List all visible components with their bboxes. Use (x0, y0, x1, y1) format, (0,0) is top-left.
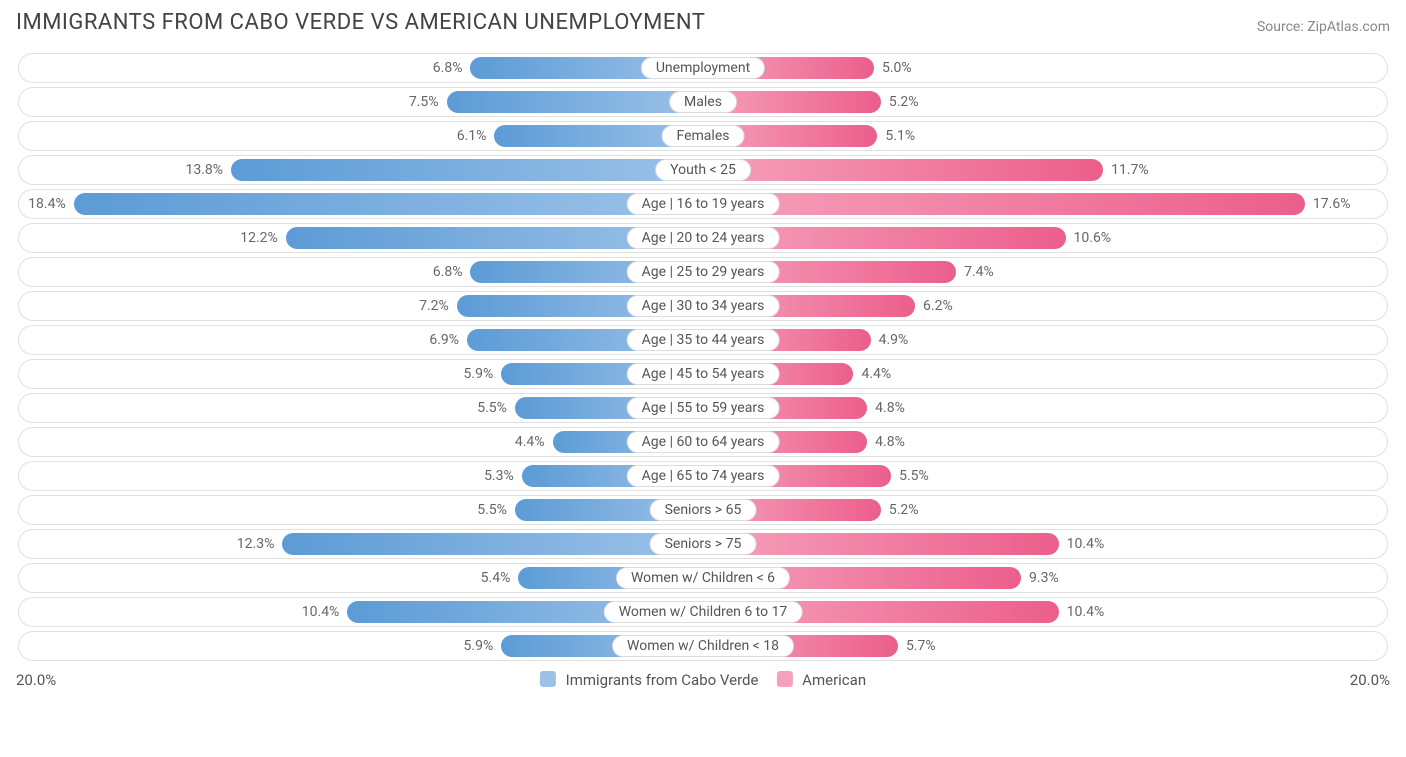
category-label: Women w/ Children 6 to 17 (604, 601, 803, 623)
value-right: 4.9% (871, 332, 917, 348)
value-left: 18.4% (20, 196, 74, 212)
value-right: 6.2% (915, 298, 961, 314)
legend-item-left: Immigrants from Cabo Verde (540, 671, 759, 689)
bar-row: 10.4% 10.4% Women w/ Children 6 to 17 (18, 597, 1388, 627)
value-right: 5.7% (898, 638, 944, 654)
bar-row: 13.8% 11.7% Youth < 25 (18, 155, 1388, 185)
value-right: 5.2% (881, 94, 927, 110)
bar-row: 6.8% 7.4% Age | 25 to 29 years (18, 257, 1388, 287)
value-left: 6.8% (425, 60, 471, 76)
value-left: 6.8% (425, 264, 471, 280)
bar-left (74, 193, 703, 215)
bar-left (282, 533, 703, 555)
category-label: Age | 60 to 64 years (627, 431, 780, 453)
value-left: 5.4% (473, 570, 519, 586)
bar-row: 6.1% 5.1% Females (18, 121, 1388, 151)
category-label: Women w/ Children < 18 (612, 635, 794, 657)
value-right: 9.3% (1021, 570, 1067, 586)
value-right: 10.6% (1066, 230, 1120, 246)
axis-right-max: 20.0% (1350, 671, 1390, 689)
legend: Immigrants from Cabo Verde American (540, 671, 866, 689)
bar-row: 6.9% 4.9% Age | 35 to 44 years (18, 325, 1388, 355)
value-right: 11.7% (1103, 162, 1157, 178)
category-label: Women w/ Children < 6 (616, 567, 790, 589)
value-left: 12.2% (232, 230, 286, 246)
value-left: 5.3% (476, 468, 522, 484)
legend-swatch-right (776, 671, 792, 687)
bar-row: 5.9% 4.4% Age | 45 to 54 years (18, 359, 1388, 389)
value-left: 6.1% (449, 128, 495, 144)
legend-item-right: American (776, 671, 866, 689)
value-left: 5.9% (456, 366, 502, 382)
bar-row: 5.5% 4.8% Age | 55 to 59 years (18, 393, 1388, 423)
value-right: 5.5% (891, 468, 937, 484)
value-right: 4.8% (867, 434, 913, 450)
category-label: Age | 20 to 24 years (627, 227, 780, 249)
bar-row: 7.2% 6.2% Age | 30 to 34 years (18, 291, 1388, 321)
bar-row: 12.3% 10.4% Seniors > 75 (18, 529, 1388, 559)
bar-left (447, 91, 704, 113)
bar-row: 7.5% 5.2% Males (18, 87, 1388, 117)
value-left: 12.3% (229, 536, 283, 552)
value-left: 6.9% (421, 332, 467, 348)
bar-right (703, 159, 1103, 181)
diverging-bar-chart: 6.8% 5.0% Unemployment 7.5% 5.2% Males 6.1% 5.1… (16, 53, 1390, 661)
category-label: Females (662, 125, 745, 147)
value-right: 17.6% (1305, 196, 1359, 212)
value-left: 4.4% (507, 434, 553, 450)
category-label: Age | 30 to 34 years (627, 295, 780, 317)
value-left: 7.5% (401, 94, 447, 110)
value-left: 5.5% (469, 502, 515, 518)
category-label: Males (669, 91, 737, 113)
value-left: 5.9% (456, 638, 502, 654)
chart-title: IMMIGRANTS FROM CABO VERDE VS AMERICAN U… (16, 10, 705, 35)
category-label: Youth < 25 (655, 159, 751, 181)
bar-row: 5.4% 9.3% Women w/ Children < 6 (18, 563, 1388, 593)
bar-row: 5.9% 5.7% Women w/ Children < 18 (18, 631, 1388, 661)
value-left: 10.4% (294, 604, 348, 620)
category-label: Seniors > 65 (650, 499, 757, 521)
value-right: 7.4% (956, 264, 1002, 280)
value-right: 5.1% (877, 128, 923, 144)
legend-swatch-left (540, 671, 556, 687)
bar-row: 5.5% 5.2% Seniors > 65 (18, 495, 1388, 525)
bar-left (231, 159, 703, 181)
bar-right (703, 193, 1305, 215)
source-attribution: Source: ZipAtlas.com (1257, 19, 1390, 35)
legend-label-left: Immigrants from Cabo Verde (566, 671, 759, 689)
axis-left-max: 20.0% (16, 671, 56, 689)
value-right: 10.4% (1059, 536, 1113, 552)
category-label: Age | 25 to 29 years (627, 261, 780, 283)
value-left: 7.2% (411, 298, 457, 314)
value-right: 4.8% (867, 400, 913, 416)
legend-label-right: American (802, 671, 866, 689)
value-right: 4.4% (853, 366, 899, 382)
category-label: Age | 65 to 74 years (627, 465, 780, 487)
category-label: Seniors > 75 (650, 533, 757, 555)
bar-row: 4.4% 4.8% Age | 60 to 64 years (18, 427, 1388, 457)
category-label: Age | 16 to 19 years (627, 193, 780, 215)
value-right: 5.2% (881, 502, 927, 518)
value-left: 13.8% (177, 162, 231, 178)
category-label: Age | 45 to 54 years (627, 363, 780, 385)
category-label: Age | 35 to 44 years (627, 329, 780, 351)
bar-row: 6.8% 5.0% Unemployment (18, 53, 1388, 83)
value-left: 5.5% (469, 400, 515, 416)
category-label: Age | 55 to 59 years (627, 397, 780, 419)
value-right: 10.4% (1059, 604, 1113, 620)
bar-row: 5.3% 5.5% Age | 65 to 74 years (18, 461, 1388, 491)
value-right: 5.0% (874, 60, 920, 76)
bar-row: 12.2% 10.6% Age | 20 to 24 years (18, 223, 1388, 253)
category-label: Unemployment (641, 57, 765, 79)
bar-row: 18.4% 17.6% Age | 16 to 19 years (18, 189, 1388, 219)
